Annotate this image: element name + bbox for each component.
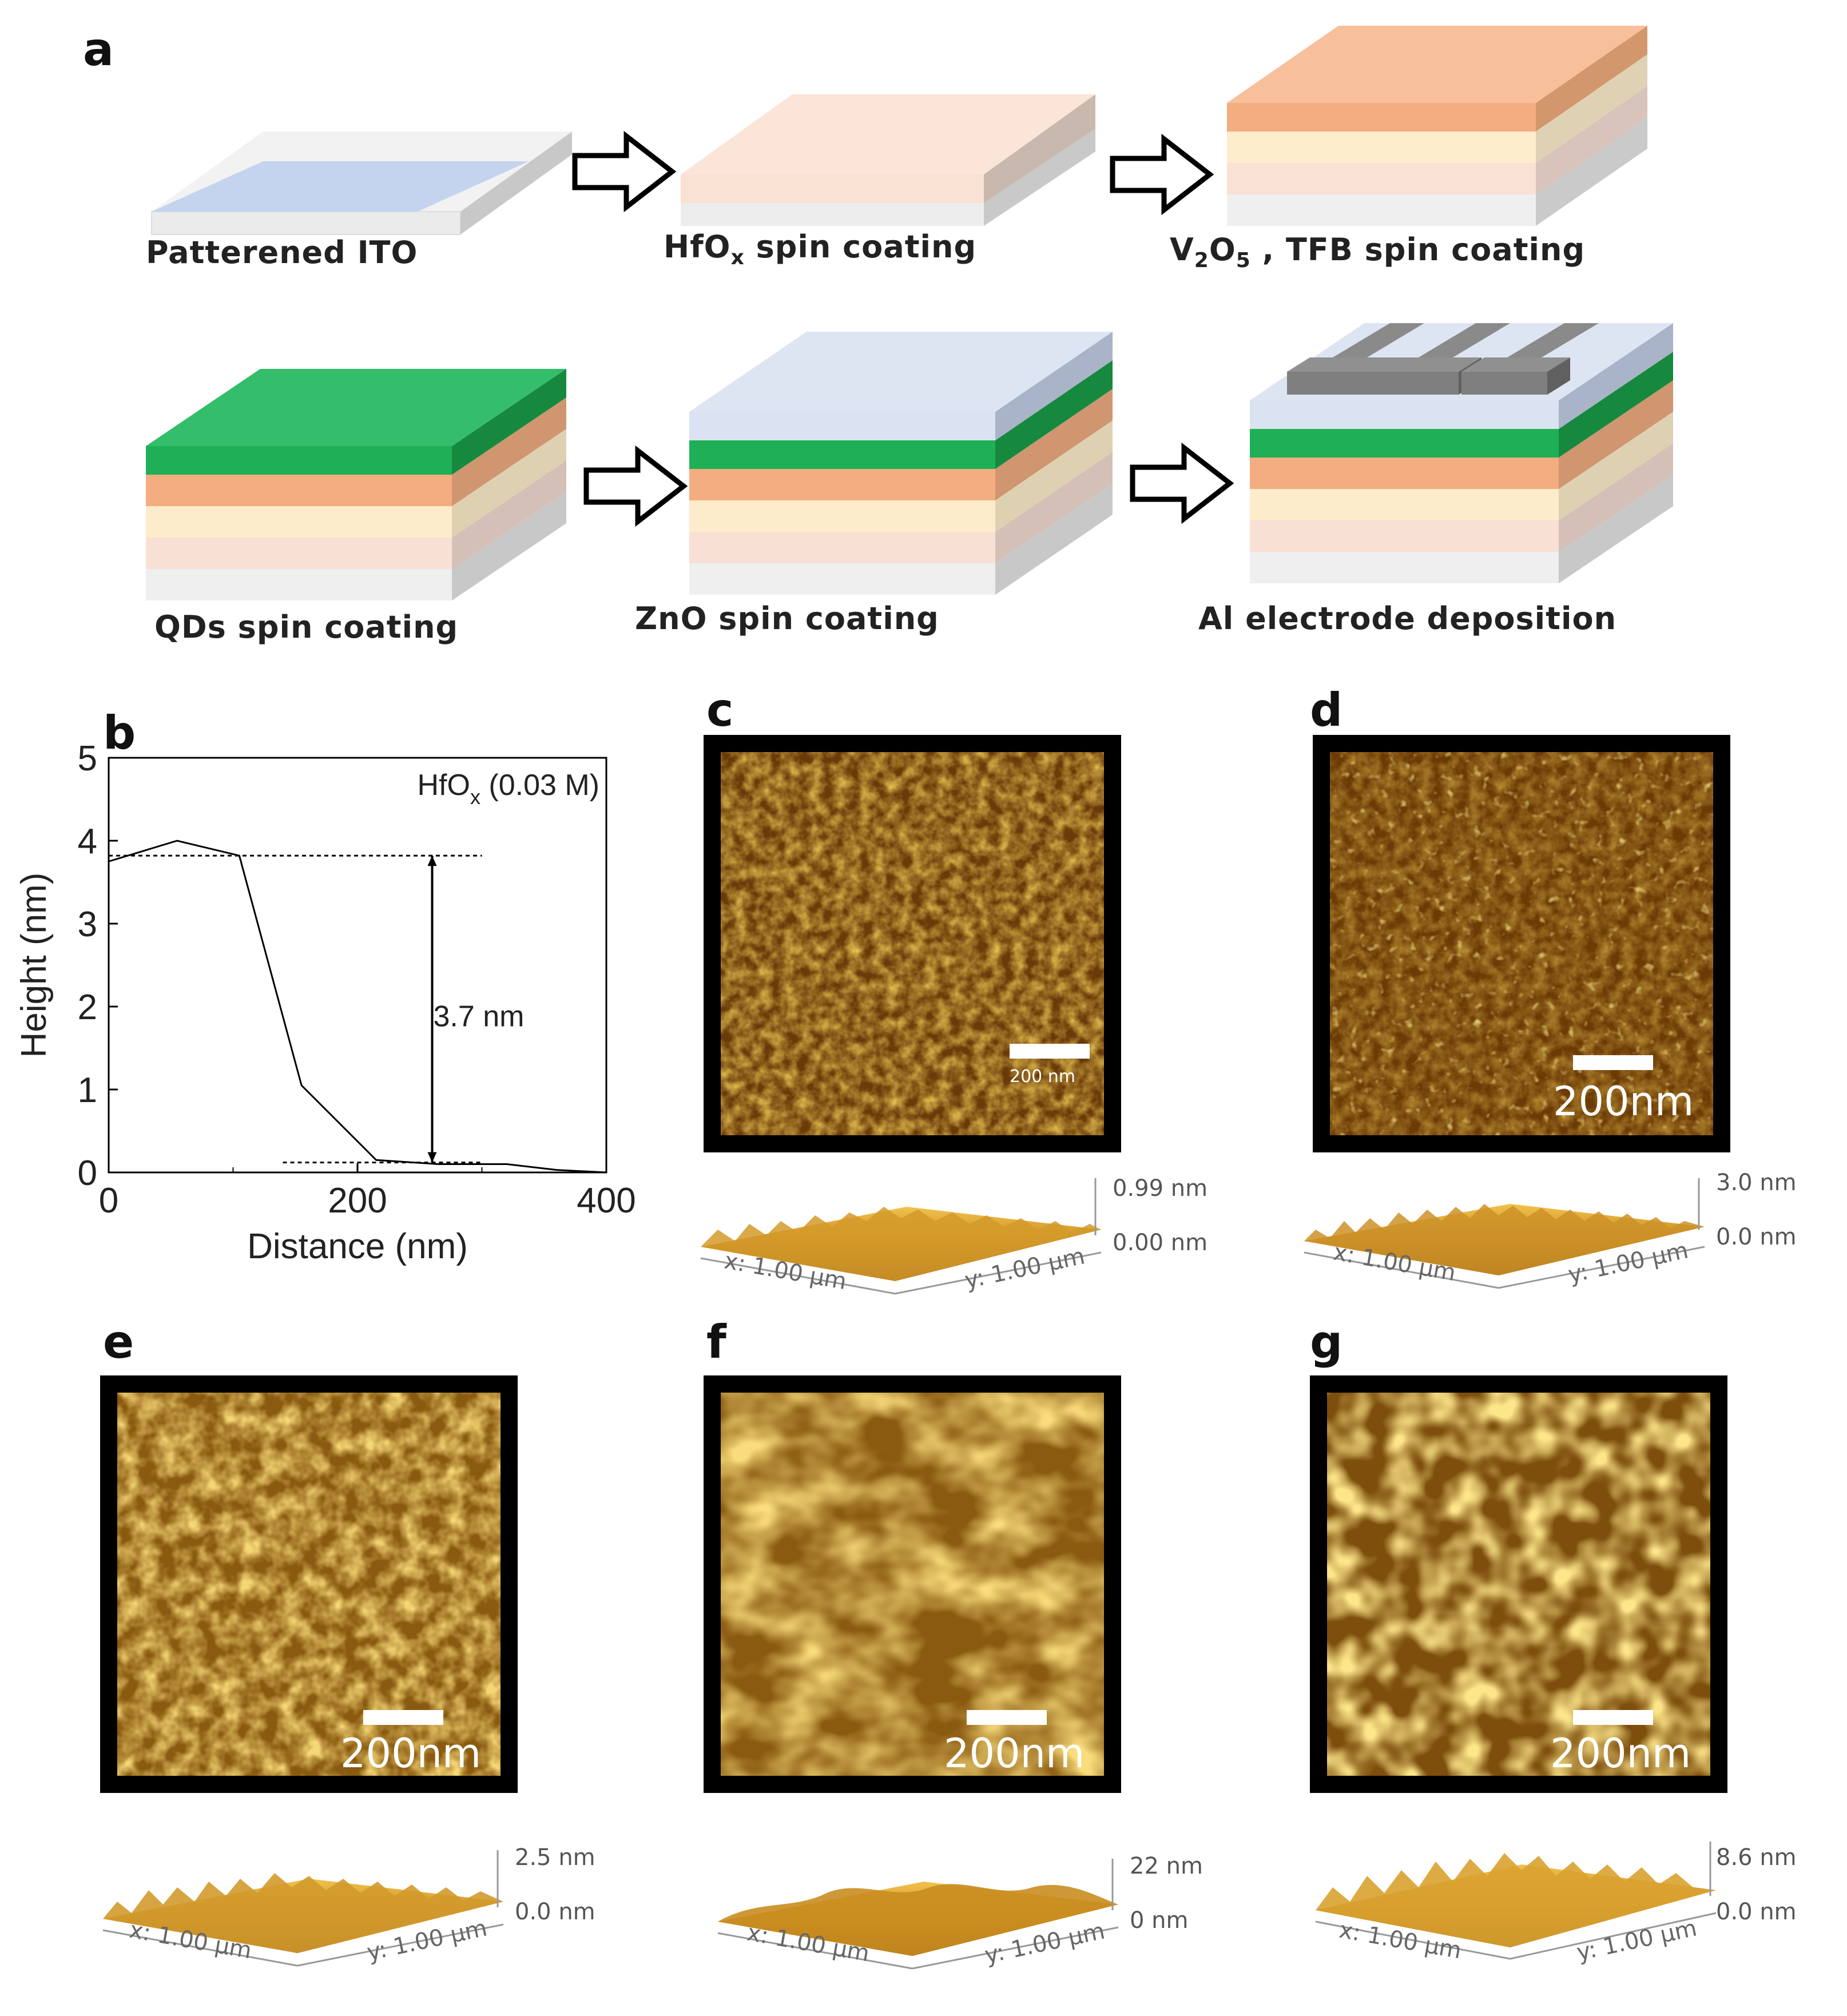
- afm-image-d: 200nm: [1313, 735, 1730, 1152]
- zmin-label-d: 0.0 nm: [1716, 1224, 1797, 1250]
- stack-al-electrode: [1250, 323, 1673, 583]
- panel-label-d: d: [1310, 683, 1343, 737]
- panel-label-e: e: [103, 1315, 134, 1369]
- y-tick-label: 0: [78, 1154, 97, 1193]
- arrow-1: [575, 136, 672, 207]
- zmax-label-c: 0.99 nm: [1113, 1175, 1208, 1202]
- stack-hfox: [681, 94, 1095, 226]
- scale-bar-c: [1010, 1044, 1090, 1059]
- surface-3d-d: [1304, 1178, 1705, 1289]
- panel-label-g: g: [1310, 1315, 1343, 1369]
- zmax-label-f: 22 nm: [1130, 1853, 1203, 1879]
- step-height-label: 3.7 nm: [434, 1000, 525, 1033]
- zmin-label-g: 0.0 nm: [1716, 1899, 1797, 1925]
- stack-qds: [146, 369, 566, 601]
- scale-bar-g: [1573, 1710, 1653, 1725]
- reference-lines: [109, 854, 482, 1164]
- surface-3d-e: [102, 1850, 504, 1967]
- x-axis-label: Distance (nm): [247, 1227, 468, 1266]
- afm-topography-e: [117, 1393, 501, 1776]
- caption-qds: QDs spin coating: [154, 609, 459, 645]
- caption-zno: ZnO spin coating: [635, 601, 939, 637]
- legend-label: HfOx (0.03 M): [417, 769, 599, 809]
- x-tick-label: 400: [577, 1181, 635, 1220]
- arrow-4: [1133, 448, 1230, 519]
- afm-image-c: 200 nm: [704, 735, 1121, 1152]
- panel-label-a: a: [83, 23, 114, 76]
- stack-patterned-ito: [151, 132, 572, 235]
- surface-3d-g: [1315, 1842, 1717, 1960]
- afm-image-g: 200nm: [1310, 1375, 1727, 1793]
- scale-label-c: 200 nm: [1010, 1067, 1076, 1087]
- y-tick-label: 1: [78, 1071, 97, 1110]
- scale-label-g: 200nm: [1550, 1730, 1691, 1777]
- caption-v2o5-tfb: V2O5 , TFB spin coating: [1170, 232, 1586, 272]
- panel-label-b: b: [103, 706, 136, 760]
- height-arrow-head-top: [427, 856, 437, 866]
- profile-line: [108, 840, 607, 1174]
- zmin-label-e: 0.0 nm: [515, 1899, 595, 1925]
- scale-label-d: 200nm: [1553, 1078, 1694, 1125]
- y-tick-label: 4: [78, 822, 97, 861]
- zmax-label-d: 3.0 nm: [1716, 1170, 1797, 1196]
- y-tick-label: 5: [78, 739, 97, 778]
- afm-topography-c: [721, 752, 1104, 1135]
- y-axis-label: Height (nm): [14, 873, 54, 1058]
- x-tick-label: 200: [328, 1181, 387, 1220]
- arrow-2: [1113, 139, 1210, 210]
- height-arrow-head-bottom: [427, 1152, 437, 1163]
- afm-topography-d: [1330, 752, 1713, 1135]
- zmin-label-c: 0.00 nm: [1113, 1230, 1208, 1256]
- height-arrow: [427, 856, 437, 1163]
- panel-label-f: f: [706, 1315, 726, 1369]
- caption-patterned-ito: Patterened ITO: [146, 234, 418, 271]
- fabrication-schematic: [146, 26, 1673, 601]
- y-tick-label: 3: [78, 905, 97, 944]
- tick-group: 0 200 400 0 1 2 3 4 5: [78, 739, 636, 1220]
- scale-bar-d: [1573, 1055, 1653, 1070]
- zmin-label-f: 0 nm: [1130, 1907, 1189, 1934]
- x-tick-label: 0: [99, 1181, 118, 1220]
- scale-bar-e: [363, 1710, 443, 1725]
- zmax-label-e: 2.5 nm: [515, 1844, 595, 1871]
- height-profile-chart: 0 200 400 0 1 2 3 4 5 3.7 nm HfOx (0.03 M) Dista…: [14, 739, 636, 1266]
- scale-label-f: 200nm: [944, 1730, 1085, 1777]
- afm-image-e: 200nm: [100, 1375, 518, 1793]
- caption-hfox: HfOx spin coating: [664, 229, 977, 269]
- caption-al: Al electrode deposition: [1198, 601, 1617, 637]
- y-tick-label: 2: [78, 988, 97, 1027]
- afm-image-f: 200nm: [704, 1375, 1121, 1793]
- stack-zno: [689, 332, 1113, 595]
- scale-label-e: 200nm: [340, 1730, 482, 1777]
- panel-label-c: c: [706, 683, 734, 737]
- surface-3d-c: [700, 1178, 1102, 1295]
- surface-3d-f: [717, 1859, 1119, 1970]
- zmax-label-g: 8.6 nm: [1716, 1844, 1797, 1871]
- plot-frame: [108, 757, 607, 1174]
- arrow-3: [586, 451, 684, 522]
- stack-v2o5-tfb: [1227, 26, 1647, 226]
- scale-bar-f: [967, 1710, 1047, 1725]
